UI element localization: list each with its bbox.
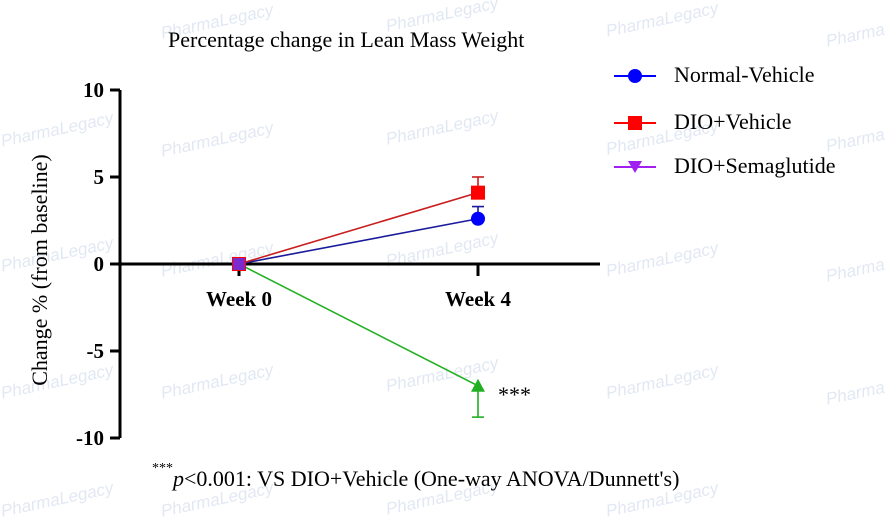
chart-title: Percentage change in Lean Mass Weight [168, 27, 525, 52]
legend-swatch-triangle [614, 161, 656, 173]
y-tick-label: -10 [76, 426, 104, 450]
y-tick-label: 5 [94, 165, 105, 189]
legend-label: DIO+Vehicle [674, 109, 792, 134]
series-line-0 [238, 217, 479, 265]
data-point-1-1 [471, 185, 485, 200]
significance-annotation: *** [498, 382, 531, 407]
footnote: ***p<0.001: VS DIO+Vehicle (One-way ANOV… [152, 461, 680, 492]
series-line-1 [238, 191, 479, 265]
footnote-text: <0.001: VS DIO+Vehicle (One-way ANOVA/Du… [184, 466, 680, 491]
legend-swatch-circle [614, 69, 656, 83]
y-tick-label: -5 [87, 339, 105, 363]
series-line-2 [238, 263, 479, 387]
legend-label: Normal-Vehicle [674, 62, 815, 87]
legend-label: DIO+Semaglutide [674, 153, 836, 178]
y-tick-label: 10 [83, 78, 104, 102]
data-point-0-1 [471, 211, 485, 226]
legend-swatch-square [614, 116, 656, 130]
footnote-stars: *** [152, 460, 173, 476]
x-tick-label: Week 0 [206, 287, 272, 311]
x-tick-label: Week 4 [445, 287, 511, 311]
y-tick-label: 0 [94, 252, 105, 276]
footnote-p: p [173, 466, 184, 491]
data-point-2-1 [471, 378, 485, 392]
data-point-overlap [233, 258, 245, 270]
